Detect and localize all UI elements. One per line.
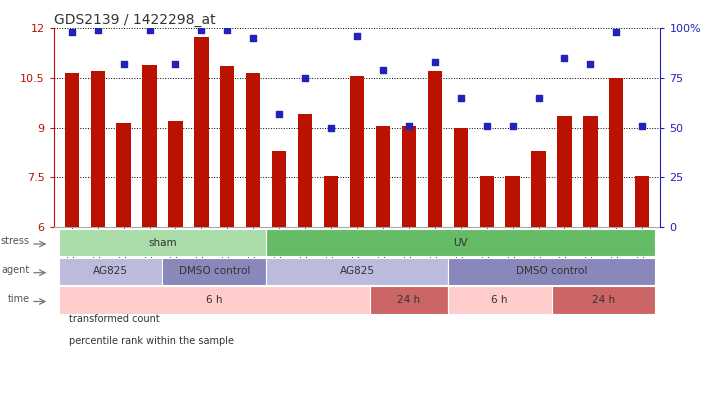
Bar: [169, 121, 183, 227]
Text: percentile rank within the sample: percentile rank within the sample: [69, 336, 234, 346]
Text: sham: sham: [149, 238, 177, 247]
Point: [170, 61, 181, 67]
Bar: [350, 76, 364, 227]
Bar: [194, 36, 208, 227]
Point: [66, 29, 77, 36]
Point: [92, 27, 104, 34]
Point: [118, 61, 129, 67]
Text: DMSO control: DMSO control: [178, 266, 250, 276]
Bar: [428, 71, 442, 227]
Bar: [558, 116, 572, 227]
Bar: [246, 73, 261, 227]
Bar: [531, 151, 545, 227]
Text: 6 h: 6 h: [491, 295, 508, 305]
Bar: [583, 116, 598, 227]
Point: [610, 29, 622, 36]
Point: [351, 33, 363, 40]
Bar: [635, 175, 650, 227]
Point: [273, 111, 285, 117]
Bar: [609, 78, 623, 227]
Bar: [324, 175, 338, 227]
Point: [585, 61, 596, 67]
Point: [196, 27, 207, 34]
Text: UV: UV: [453, 238, 468, 247]
Text: AG825: AG825: [93, 266, 128, 276]
Text: agent: agent: [1, 265, 29, 275]
Text: 24 h: 24 h: [397, 295, 421, 305]
Point: [559, 55, 570, 61]
Point: [248, 35, 259, 41]
Point: [455, 95, 466, 101]
Point: [144, 27, 155, 34]
Bar: [142, 65, 156, 227]
Bar: [91, 71, 105, 227]
Text: time: time: [7, 294, 29, 304]
Point: [507, 122, 518, 129]
Bar: [376, 126, 390, 227]
Text: 24 h: 24 h: [592, 295, 615, 305]
Bar: [116, 123, 131, 227]
Text: transformed count: transformed count: [69, 314, 160, 324]
Point: [221, 27, 233, 34]
Point: [326, 124, 337, 131]
Point: [533, 95, 544, 101]
Point: [299, 75, 311, 81]
Point: [637, 122, 648, 129]
Bar: [453, 128, 468, 227]
Bar: [220, 66, 234, 227]
Text: AG825: AG825: [339, 266, 375, 276]
Bar: [272, 151, 286, 227]
Point: [377, 67, 388, 73]
Bar: [64, 73, 79, 227]
Bar: [298, 114, 312, 227]
Bar: [506, 175, 520, 227]
Bar: [402, 126, 416, 227]
Text: 6 h: 6 h: [206, 295, 223, 305]
Text: stress: stress: [1, 236, 29, 246]
Point: [481, 122, 493, 129]
Point: [429, 59, 441, 65]
Bar: [480, 175, 494, 227]
Point: [403, 122, 415, 129]
Text: GDS2139 / 1422298_at: GDS2139 / 1422298_at: [54, 13, 215, 27]
Text: DMSO control: DMSO control: [516, 266, 587, 276]
